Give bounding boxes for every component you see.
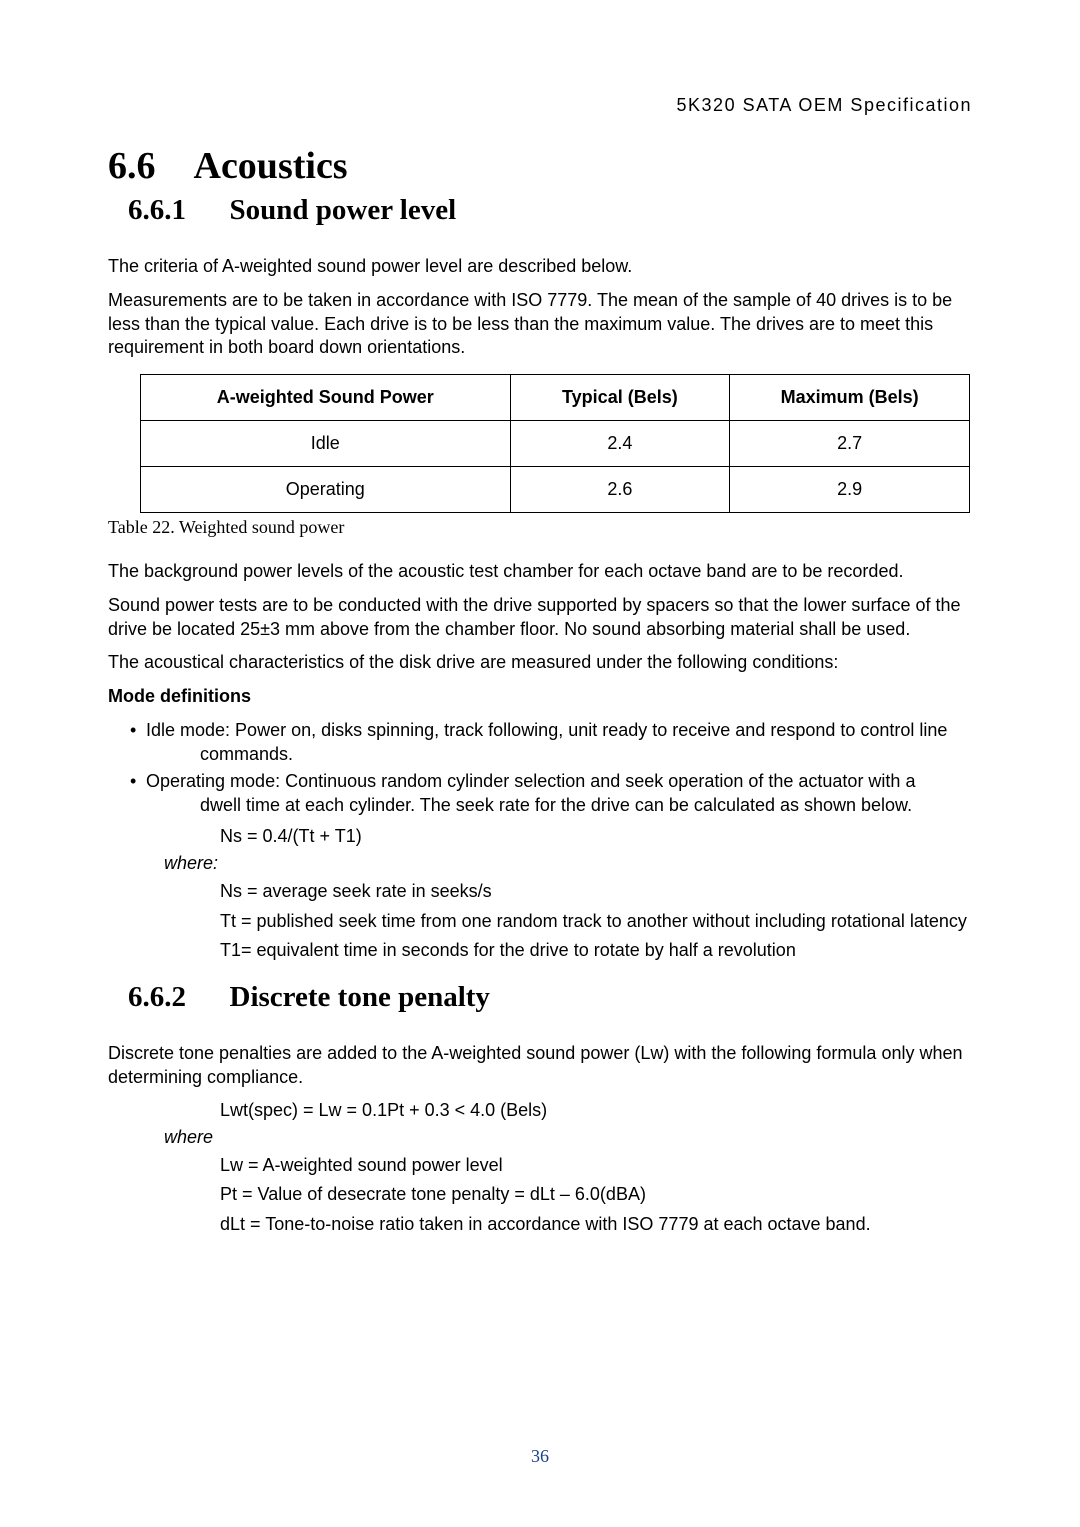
- list-item: • Operating mode: Continuous random cyli…: [130, 770, 972, 818]
- subsection-title-2: Discrete tone penalty: [230, 981, 490, 1013]
- where-label-2: where: [108, 1127, 972, 1148]
- table-cell: 2.9: [730, 467, 970, 513]
- sound-power-table: A-weighted Sound Power Typical (Bels) Ma…: [140, 374, 970, 513]
- table-header-cell: A-weighted Sound Power: [141, 375, 511, 421]
- subsection-title-1: Sound power level: [230, 194, 457, 226]
- para-spacers: Sound power tests are to be conducted wi…: [108, 594, 972, 642]
- table-caption: Table 22. Weighted sound power: [108, 517, 972, 538]
- bullet-icon: •: [130, 770, 146, 818]
- formula-lwt: Lwt(spec) = Lw = 0.1Pt + 0.3 < 4.0 (Bels…: [108, 1100, 972, 1121]
- bullet-icon: •: [130, 719, 146, 767]
- table-header-cell: Maximum (Bels): [730, 375, 970, 421]
- subsection-number-1: 6.6.1: [128, 194, 186, 226]
- definition-ns: Ns = average seek rate in seeks/s: [108, 880, 972, 904]
- para-background: The background power levels of the acous…: [108, 560, 972, 584]
- definition-pt: Pt = Value of desecrate tone penalty = d…: [108, 1183, 972, 1207]
- page-number: 36: [0, 1446, 1080, 1467]
- table-cell: Operating: [141, 467, 511, 513]
- doc-header-title: 5K320 SATA OEM Specification: [108, 95, 972, 116]
- bullet-line: Idle mode: Power on, disks spinning, tra…: [146, 720, 947, 740]
- where-label-1: where:: [108, 853, 972, 874]
- table-header-row: A-weighted Sound Power Typical (Bels) Ma…: [141, 375, 970, 421]
- page: 5K320 SATA OEM Specification 6.6 Acousti…: [0, 0, 1080, 1527]
- para-discrete-intro: Discrete tone penalties are added to the…: [108, 1042, 972, 1090]
- definition-tt: Tt = published seek time from one random…: [108, 910, 972, 934]
- section-number: 6.6: [108, 145, 156, 187]
- bullet-continuation: commands.: [146, 743, 972, 767]
- para-conditions: The acoustical characteristics of the di…: [108, 651, 972, 675]
- subsection-number-2: 6.6.2: [128, 981, 186, 1013]
- table-cell: 2.7: [730, 421, 970, 467]
- para-intro: The criteria of A-weighted sound power l…: [108, 255, 972, 279]
- section-title: Acoustics: [194, 145, 348, 187]
- formula-ns: Ns = 0.4/(Tt + T1): [108, 826, 972, 847]
- subsection-heading-1: 6.6.1 Sound power level: [108, 194, 972, 227]
- bullet-text-idle: Idle mode: Power on, disks spinning, tra…: [146, 719, 972, 767]
- definition-dlt: dLt = Tone-to-noise ratio taken in accor…: [108, 1213, 972, 1237]
- section-heading: 6.6 Acoustics: [108, 144, 972, 188]
- list-item: • Idle mode: Power on, disks spinning, t…: [130, 719, 972, 767]
- definition-lw: Lw = A-weighted sound power level: [108, 1154, 972, 1178]
- table-row: Operating 2.6 2.9: [141, 467, 970, 513]
- definition-t1: T1= equivalent time in seconds for the d…: [108, 939, 972, 963]
- mode-bullet-list: • Idle mode: Power on, disks spinning, t…: [130, 719, 972, 818]
- subsection-heading-2: 6.6.2 Discrete tone penalty: [108, 981, 972, 1014]
- bullet-text-operating: Operating mode: Continuous random cylind…: [146, 770, 972, 818]
- bullet-continuation: dwell time at each cylinder. The seek ra…: [146, 794, 972, 818]
- para-measurement: Measurements are to be taken in accordan…: [108, 289, 972, 360]
- table-cell: Idle: [141, 421, 511, 467]
- bullet-line: Operating mode: Continuous random cylind…: [146, 771, 915, 791]
- table-row: Idle 2.4 2.7: [141, 421, 970, 467]
- table-header-cell: Typical (Bels): [510, 375, 730, 421]
- table-cell: 2.4: [510, 421, 730, 467]
- mode-definitions-label: Mode definitions: [108, 685, 972, 709]
- table-cell: 2.6: [510, 467, 730, 513]
